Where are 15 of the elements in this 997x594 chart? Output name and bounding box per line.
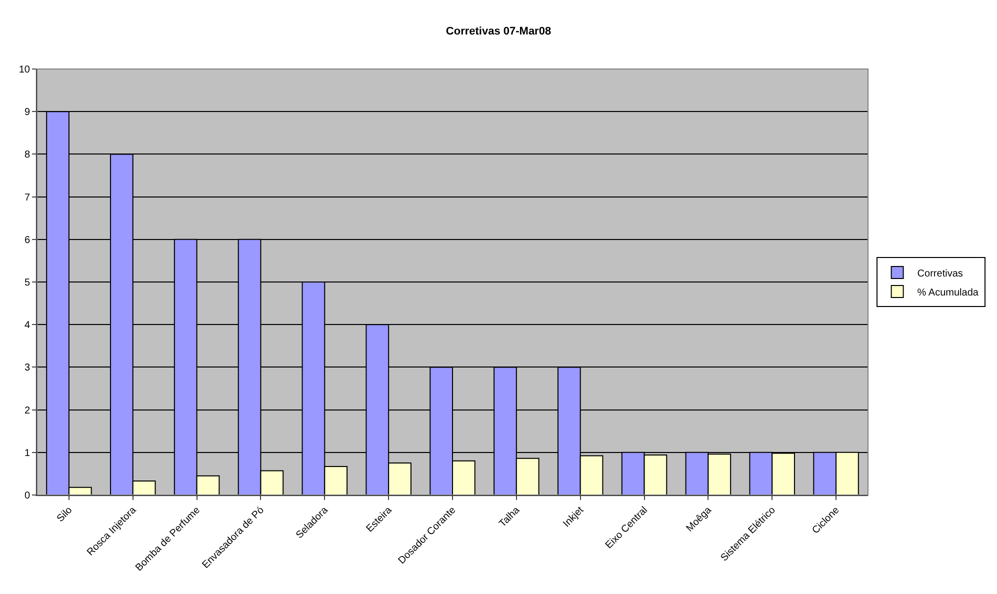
y-tick-label: 4 [24,320,30,332]
y-tick-label: 7 [24,192,30,204]
y-tick-label: 6 [24,234,30,246]
y-tick-label: 1 [24,448,30,459]
x-tick-label: Silo [55,504,75,524]
legend-label: % Acumulada [917,287,979,298]
y-tick-label: 0 [24,490,30,502]
y-tick-label: 8 [24,150,30,161]
y-tick-label: 9 [24,107,30,118]
y-tick-label: 10 [18,64,30,76]
chart-title: Corretivas 07-Mar08 [446,25,552,38]
y-tick-label: 2 [24,405,30,416]
legend-label: Corretivas [917,268,963,280]
y-tick-label: 3 [24,362,30,374]
y-tick-label: 5 [24,278,30,288]
